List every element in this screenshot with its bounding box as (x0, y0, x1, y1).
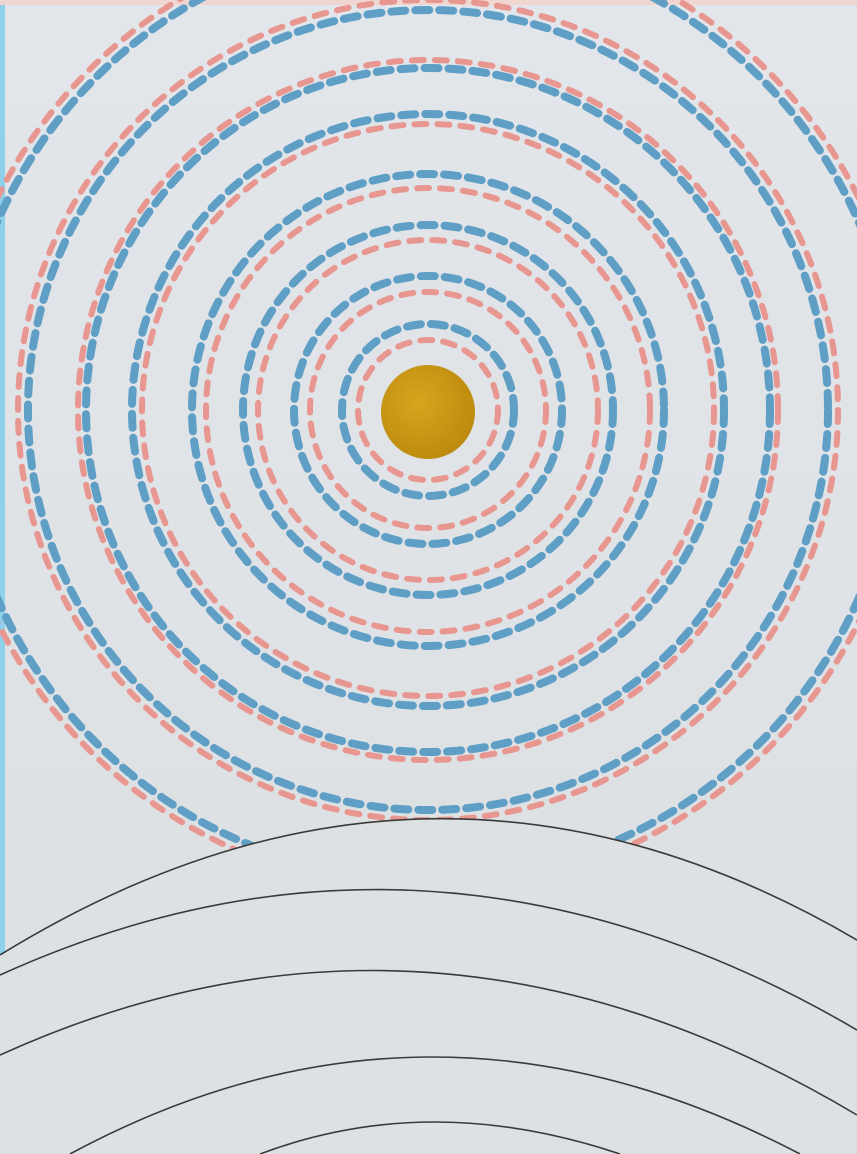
hill (0, 818, 857, 1154)
hills (0, 817, 857, 1154)
ring (82, 64, 774, 756)
hill-line (0, 817, 857, 956)
ring (355, 337, 501, 483)
frame-edge (0, 0, 5, 1154)
rings (0, 0, 857, 893)
hill-line (259, 1121, 621, 1154)
ring (139, 121, 717, 699)
ring (75, 57, 781, 763)
ring (128, 110, 728, 710)
ring (203, 185, 653, 635)
ring (24, 6, 832, 814)
ring (239, 221, 617, 599)
hill-line (0, 969, 857, 1116)
hill-line (0, 888, 857, 1031)
sun (381, 365, 475, 459)
ring (255, 237, 601, 583)
ring (307, 289, 549, 531)
hill-line (69, 1056, 801, 1154)
ring (188, 170, 668, 650)
ring (290, 272, 566, 548)
ring (338, 320, 518, 500)
